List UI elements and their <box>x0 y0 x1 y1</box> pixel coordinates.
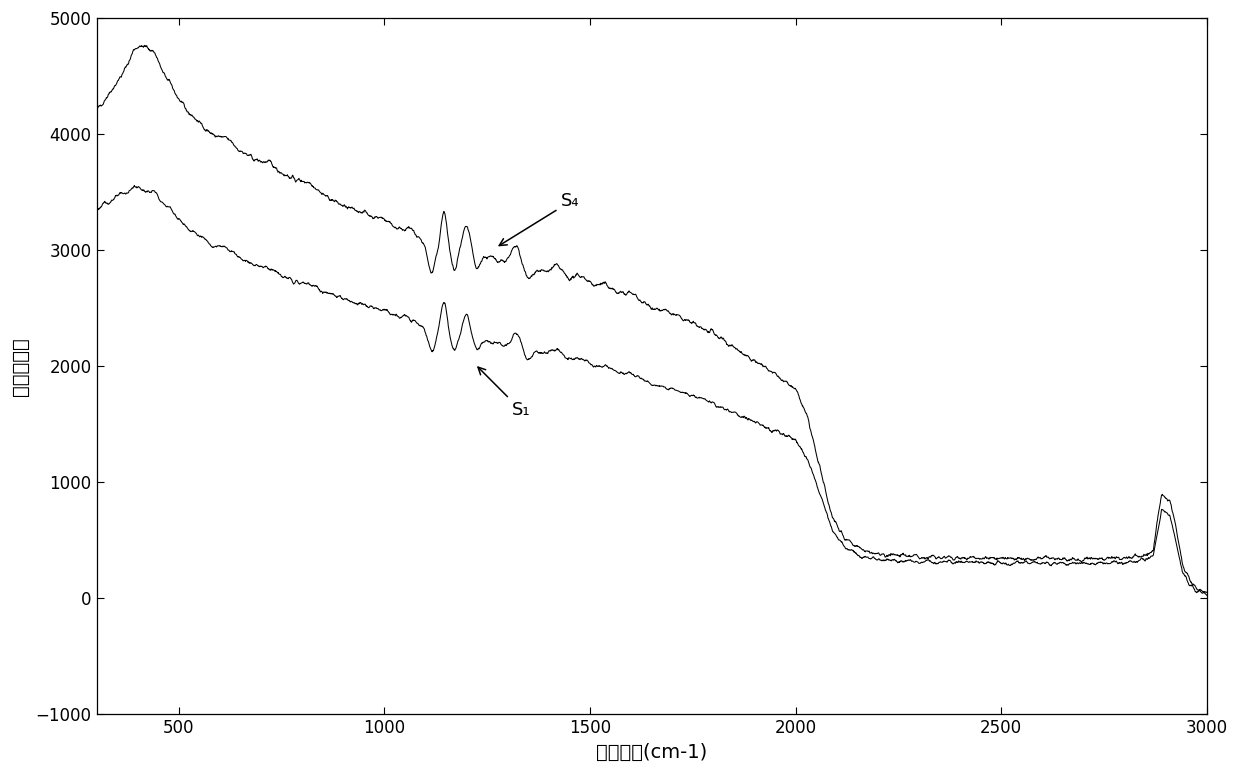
Y-axis label: 光强度计数: 光强度计数 <box>11 337 30 396</box>
X-axis label: 拉曼迁移(cm-1): 拉曼迁移(cm-1) <box>596 743 707 762</box>
Text: S₁: S₁ <box>478 367 530 420</box>
Text: S₄: S₄ <box>499 192 580 246</box>
